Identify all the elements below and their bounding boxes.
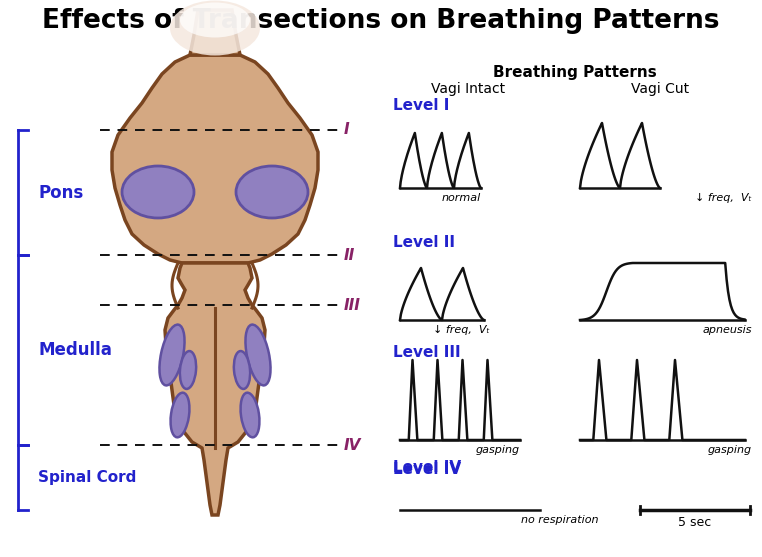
Polygon shape: [190, 10, 240, 55]
Text: I: I: [344, 123, 350, 138]
Text: Effects of Transections on Breathing Patterns: Effects of Transections on Breathing Pat…: [42, 8, 720, 34]
Text: gasping: gasping: [476, 445, 520, 455]
Text: Vagi Cut: Vagi Cut: [631, 82, 689, 96]
Text: Level III: Level III: [393, 345, 460, 360]
Text: Level IV: Level IV: [393, 460, 461, 475]
Ellipse shape: [159, 325, 184, 385]
Text: apneusis: apneusis: [703, 325, 752, 335]
Ellipse shape: [180, 351, 196, 389]
Ellipse shape: [170, 1, 260, 56]
Text: ↓ freq,  Vₜ: ↓ freq, Vₜ: [695, 193, 752, 203]
Text: Spinal Cord: Spinal Cord: [38, 470, 136, 485]
Ellipse shape: [171, 393, 190, 437]
Text: III: III: [344, 297, 361, 312]
Text: normal: normal: [442, 193, 481, 203]
Text: Medulla: Medulla: [38, 341, 112, 359]
Text: Vagi Intact: Vagi Intact: [431, 82, 505, 96]
Text: Level II: Level II: [393, 235, 455, 250]
Text: Level IV: Level IV: [393, 462, 461, 477]
Ellipse shape: [245, 325, 271, 385]
Ellipse shape: [122, 166, 194, 218]
Polygon shape: [165, 263, 265, 515]
Text: Breathing Patterns: Breathing Patterns: [493, 65, 657, 80]
Ellipse shape: [241, 393, 259, 437]
Ellipse shape: [236, 166, 308, 218]
Text: Level I: Level I: [393, 98, 450, 113]
Text: II: II: [344, 247, 355, 262]
Ellipse shape: [180, 2, 250, 37]
Text: gasping: gasping: [708, 445, 752, 455]
Text: ↓ freq,  Vₜ: ↓ freq, Vₜ: [434, 325, 490, 335]
Text: 5 sec: 5 sec: [678, 516, 712, 529]
Polygon shape: [112, 55, 318, 263]
Ellipse shape: [234, 351, 250, 389]
Text: IV: IV: [344, 437, 361, 452]
Text: Pons: Pons: [38, 183, 83, 202]
Text: no respiration: no respiration: [521, 515, 599, 525]
